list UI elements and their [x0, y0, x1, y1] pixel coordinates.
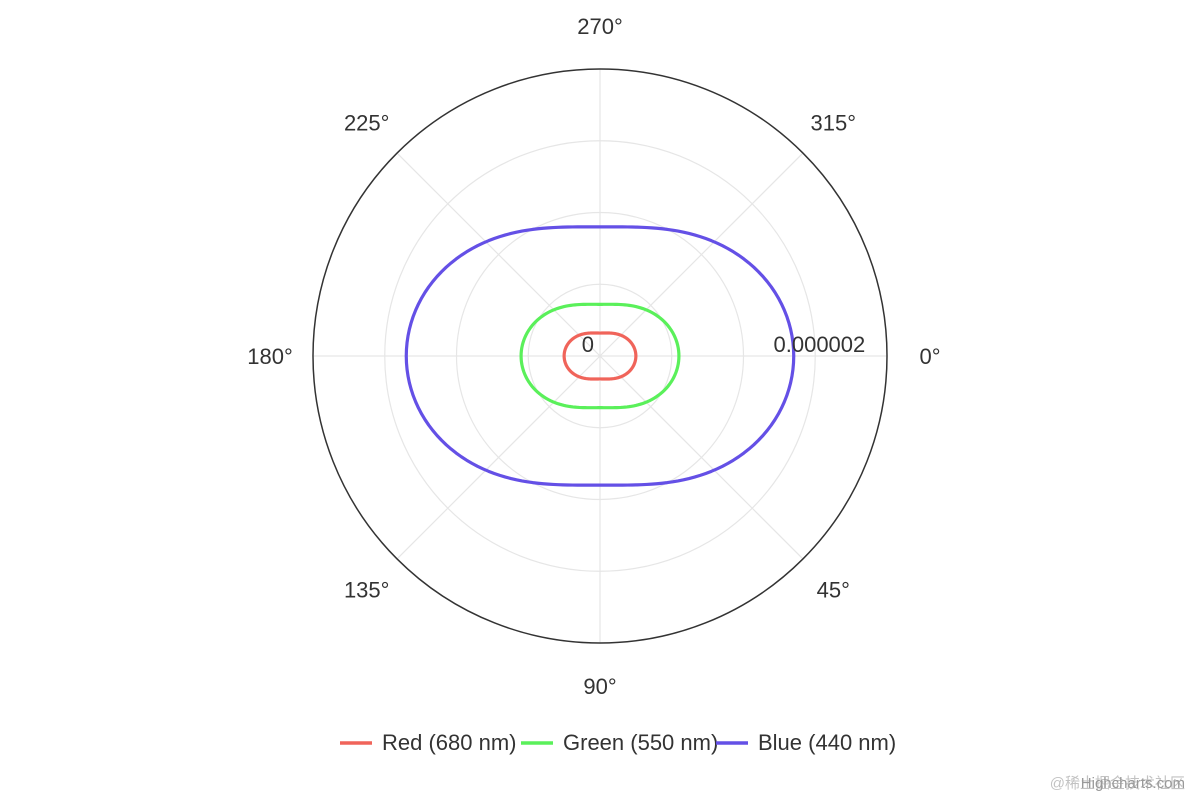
- radial-tick-label-0: 0: [582, 332, 594, 357]
- angle-tick-label-225: 225°: [344, 111, 390, 136]
- series-line-1[interactable]: [519, 302, 681, 410]
- angle-tick-label-180: 180°: [247, 344, 293, 369]
- grid-spoke-225: [396, 152, 601, 357]
- legend-label-1: Green (550 nm): [563, 730, 718, 755]
- legend-label-2: Blue (440 nm): [758, 730, 896, 755]
- series-line-2[interactable]: [404, 225, 796, 487]
- legend-item-2[interactable]: Blue (440 nm): [716, 730, 896, 755]
- angular-tick-labels: 0° 45° 90° 135° 180° 225° 270° 315°: [247, 14, 940, 699]
- radial-tick-labels: 0 0.000002: [582, 332, 866, 357]
- legend-item-0[interactable]: Red (680 nm): [340, 730, 517, 755]
- radial-tick-label-1: 0.000002: [774, 332, 866, 357]
- series-line-0[interactable]: [562, 331, 638, 381]
- angle-tick-label-0: 0°: [919, 344, 940, 369]
- watermark: @稀土掘金技术社区: [1050, 775, 1185, 792]
- angle-tick-label-270: 270°: [577, 14, 623, 39]
- angle-tick-label-45: 45°: [817, 577, 850, 602]
- grid-spoke-45: [599, 355, 804, 560]
- credits[interactable]: Highcharts.com: [1081, 775, 1185, 792]
- grid: [313, 69, 887, 643]
- angle-tick-label-135: 135°: [344, 577, 390, 602]
- polar-frame: [312, 68, 888, 644]
- series-layer: [404, 225, 796, 487]
- angle-tick-label-90: 90°: [583, 674, 616, 699]
- legend-item-1[interactable]: Green (550 nm): [521, 730, 718, 755]
- grid-spoke-315: [599, 152, 804, 357]
- angle-tick-label-315: 315°: [811, 111, 857, 136]
- grid-spoke-135: [396, 355, 601, 560]
- legend: Red (680 nm) Green (550 nm) Blue (440 nm): [340, 730, 896, 755]
- legend-label-0: Red (680 nm): [382, 730, 517, 755]
